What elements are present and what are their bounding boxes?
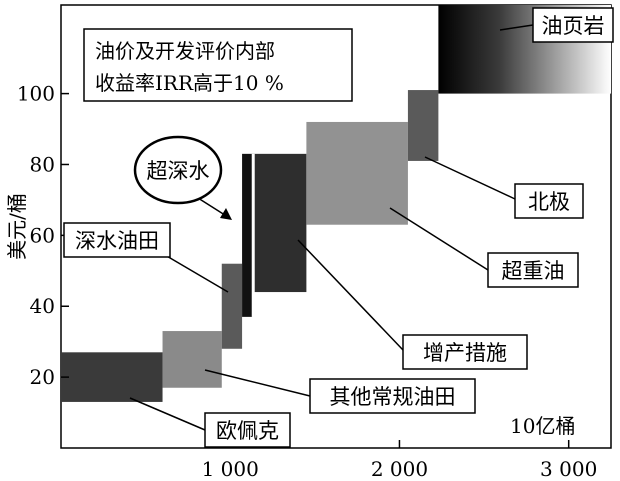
bar-segment-6 bbox=[407, 90, 439, 161]
bar-segment-4 bbox=[252, 153, 307, 293]
leader-line bbox=[204, 369, 311, 397]
label-box bbox=[204, 412, 291, 448]
leader-line bbox=[499, 24, 534, 31]
chart-title-line-1: 油价及开发评价内部 bbox=[95, 39, 275, 63]
segment-label: 其他常规油田 bbox=[330, 385, 456, 409]
segment-label: 北极 bbox=[528, 190, 570, 214]
label-box bbox=[402, 334, 528, 370]
callout-arrow-head bbox=[220, 208, 232, 220]
label-box bbox=[514, 183, 584, 219]
y-axis-label: 美元/桶 bbox=[5, 193, 29, 260]
callout-ellipse bbox=[133, 135, 223, 205]
leader-line bbox=[297, 239, 404, 351]
x-tick-label: 3 000 bbox=[540, 457, 597, 481]
y-tick-label: 80 bbox=[30, 152, 55, 176]
segment-label: 超深水 bbox=[147, 159, 210, 183]
leader-line bbox=[389, 207, 489, 271]
segment-label: 欧佩克 bbox=[216, 419, 279, 443]
leader-line bbox=[164, 254, 229, 293]
bar-segment-3 bbox=[242, 153, 253, 317]
y-tick-label: 40 bbox=[30, 294, 55, 318]
plot-frame bbox=[60, 4, 612, 449]
x-tick-label: 2 000 bbox=[371, 457, 428, 481]
segment-label: 增产措施 bbox=[423, 341, 507, 365]
bar-segment-5 bbox=[306, 121, 408, 225]
leader-line bbox=[129, 397, 206, 431]
label-box bbox=[487, 252, 579, 288]
y-tick-label: 20 bbox=[30, 365, 55, 389]
label-box bbox=[309, 378, 476, 414]
label-box bbox=[63, 222, 171, 258]
bar-segment-2 bbox=[221, 263, 243, 349]
segment-label: 超重油 bbox=[502, 259, 565, 283]
y-tick-label: 100 bbox=[17, 82, 55, 106]
bar-segment-0 bbox=[61, 352, 163, 402]
label-box bbox=[532, 7, 614, 43]
x-tick-label: 1 000 bbox=[202, 457, 259, 481]
y-tick-label: 60 bbox=[30, 223, 55, 247]
x-axis-label: 10亿桶 bbox=[510, 414, 575, 438]
segment-label: 油页岩 bbox=[542, 14, 605, 38]
leader-line bbox=[424, 156, 516, 200]
segment-label: 深水油田 bbox=[75, 229, 159, 253]
bar-segment-1 bbox=[162, 331, 222, 388]
title-box bbox=[83, 28, 353, 102]
chart-title-line-2: 收益率IRR高于10 % bbox=[95, 71, 284, 95]
